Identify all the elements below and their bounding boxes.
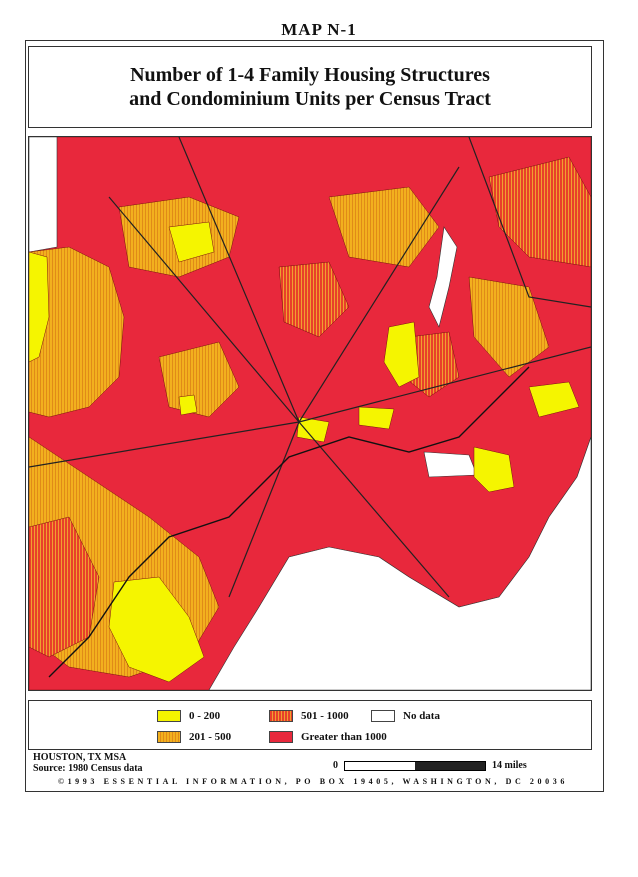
data-source: Source: 1980 Census data [33,763,143,774]
scale-start: 0 [333,760,338,771]
scale-graphic [344,760,486,771]
map-svg [29,137,591,690]
legend-item-201-500: 201 - 500 [157,731,231,743]
legend-label: Greater than 1000 [301,731,387,743]
footer-credit: ©1993 ESSENTIAL INFORMATION, PO BOX 1940… [58,777,568,786]
title-line-1: Number of 1-4 Family Housing Structures [130,64,490,86]
region-yellow-c3 [178,394,198,416]
region-nodata-nw [29,137,58,253]
region-striped-3 [278,261,350,338]
legend-swatch-red [269,731,293,743]
region-yellow-c4 [358,406,395,430]
region-nodata-bay [423,451,478,478]
river-line [48,366,530,678]
legend-label: 201 - 500 [189,731,232,743]
legend-label: 0 - 200 [189,710,221,722]
region-orange-west [29,246,125,418]
legend-item-no-data: No data [371,710,440,722]
legend-item-gt-1000: Greater than 1000 [269,731,387,743]
region-yellow-c2 [296,416,330,443]
region-info: HOUSTON, TX MSA Source: 1980 Census data [33,752,143,774]
region-yellow-e [528,381,580,418]
region-yellow-c1 [383,321,420,388]
map-label: MAP N-1 [281,20,357,39]
region-nodata-se [208,436,591,690]
region-name: HOUSTON, TX MSA [33,752,127,763]
legend-label: No data [403,710,440,722]
region-yellow-nw [168,221,215,263]
legend: 0 - 200 501 - 1000 No data 201 - 500 Gre… [28,700,592,750]
legend-item-0-200: 0 - 200 [157,710,220,722]
legend-label: 501 - 1000 [301,710,349,722]
region-striped-1 [488,156,591,268]
title-line-2: and Condominium Units per Census Tract [129,88,491,110]
region-yellow-sw [108,576,205,683]
scale-bar: 0 14 miles [333,760,527,771]
highways [29,137,591,598]
legend-swatch-orange [157,731,181,743]
region-yellow-bay [473,446,515,493]
scale-end: 14 miles [492,760,527,771]
legend-swatch-white [371,710,395,722]
legend-swatch-striped [269,710,293,722]
choropleth-map [28,136,592,691]
title-box: Number of 1-4 Family Housing Structures … [28,46,592,128]
region-orange-ne [328,186,440,268]
region-yellow-w [29,251,50,363]
page-frame [25,40,604,792]
legend-item-501-1000: 501 - 1000 [269,710,349,722]
region-orange-east [468,276,550,378]
region-nodata-river [428,226,458,328]
legend-swatch-yellow [157,710,181,722]
